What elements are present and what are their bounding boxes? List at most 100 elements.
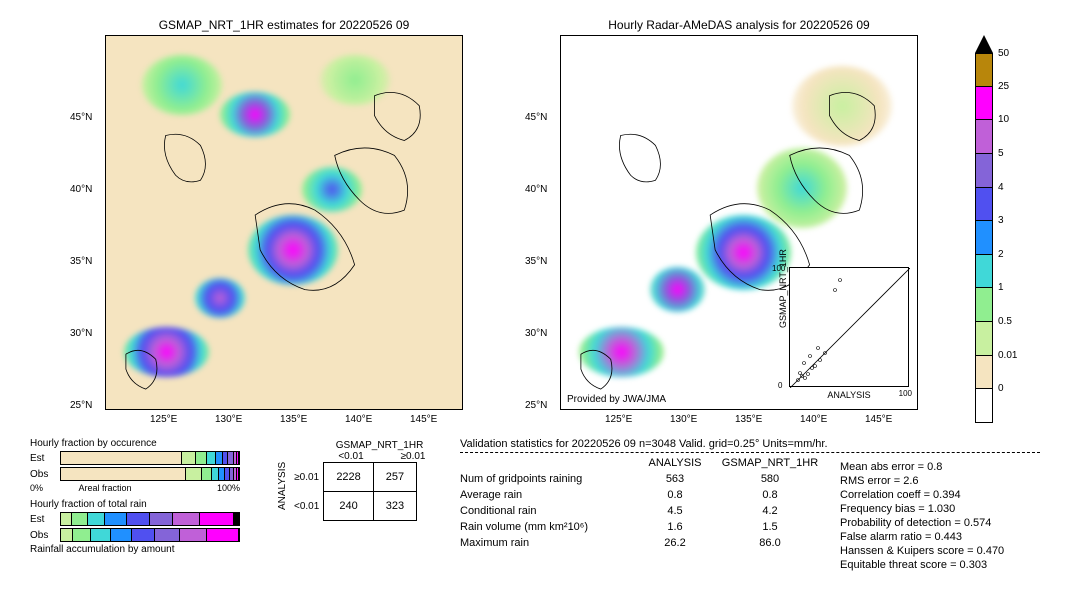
fraction-bars: Hourly fraction by occurence Est Obs 0%A… xyxy=(30,436,260,557)
colorbar-label: 10 xyxy=(998,114,1009,125)
xtick: 140°E xyxy=(800,414,827,425)
ytick: 25°N xyxy=(525,400,547,411)
bar-segment xyxy=(212,468,219,480)
stat-name: Average rain xyxy=(460,489,635,501)
map-left-bg xyxy=(106,36,462,409)
metric-row: Correlation coeff = 0.394 xyxy=(840,488,1070,502)
ct-cell: 2228 xyxy=(324,463,373,492)
bar-segment xyxy=(237,452,239,464)
colorbar-label: 1 xyxy=(998,282,1004,293)
ytick: 30°N xyxy=(70,328,92,339)
validation-title: Validation statistics for 20220526 09 n=… xyxy=(460,438,840,450)
xtick: 140°E xyxy=(345,414,372,425)
stat-row: Num of gridpoints raining563580 xyxy=(460,471,840,487)
stat-value: 4.2 xyxy=(715,505,825,517)
map-left: GSMAP_NRT_1HR estimates for 20220526 09 xyxy=(105,35,463,410)
colorbar-label: 5 xyxy=(998,148,1004,159)
bar-segment xyxy=(207,452,216,464)
bar-segment xyxy=(72,513,88,525)
colorbar-segment: 0.5 xyxy=(975,322,993,356)
bar-segment xyxy=(234,513,239,525)
colorbar-label: 2 xyxy=(998,249,1004,260)
stat-value: 563 xyxy=(635,473,715,485)
accum-title: Rainfall accumulation by amount xyxy=(30,544,260,555)
colorbar-label: 25 xyxy=(998,81,1009,92)
bar-segment xyxy=(111,529,132,541)
bar-segment xyxy=(61,468,186,480)
bar-segment xyxy=(105,513,126,525)
colorbar-label: 0 xyxy=(998,383,1004,394)
ytick: 30°N xyxy=(525,328,547,339)
bar-segment xyxy=(216,452,223,464)
ct-cell: 323 xyxy=(373,492,416,521)
colorbar-label: 4 xyxy=(998,182,1004,193)
bar-segment xyxy=(237,468,239,480)
ct-cell: 240 xyxy=(324,492,373,521)
bar-label-obs: Obs xyxy=(30,469,60,480)
colorbar-arrow-icon xyxy=(975,35,993,53)
ytick: 45°N xyxy=(525,112,547,123)
colorbar: 502510543210.50.010 xyxy=(975,35,993,423)
bar-segment xyxy=(61,452,182,464)
bar-label-obs: Obs xyxy=(30,530,60,541)
bar-segment xyxy=(88,513,106,525)
bar-segment xyxy=(127,513,150,525)
stat-value: 580 xyxy=(715,473,825,485)
stat-value: 0.8 xyxy=(715,489,825,501)
bar-label-est: Est xyxy=(30,453,60,464)
stat-value: 1.5 xyxy=(715,521,825,533)
colorbar-segment: 10 xyxy=(975,120,993,154)
metric-row: False alarm ratio = 0.443 xyxy=(840,530,1070,544)
contingency-col-header: GSMAP_NRT_1HR xyxy=(315,440,444,451)
xtick: 135°E xyxy=(735,414,762,425)
map-left-title: GSMAP_NRT_1HR estimates for 20220526 09 xyxy=(106,18,462,32)
colorbar-segment: 2 xyxy=(975,255,993,289)
stat-value: 0.8 xyxy=(635,489,715,501)
colorbar-label: 0.5 xyxy=(998,316,1012,327)
colorbar-segment: 0.01 xyxy=(975,356,993,390)
bar-segment xyxy=(207,529,239,541)
colorbar-segment: 5 xyxy=(975,154,993,188)
xtick: 125°E xyxy=(150,414,177,425)
stat-row: Conditional rain4.54.2 xyxy=(460,503,840,519)
bar-segment xyxy=(73,529,91,541)
contingency-table: GSMAP_NRT_1HR ANALYSIS <0.01≥0.01 ≥0.012… xyxy=(275,440,444,521)
xtick: 145°E xyxy=(410,414,437,425)
col-header-1: ANALYSIS xyxy=(635,457,715,469)
xtick: 145°E xyxy=(865,414,892,425)
stat-value: 4.5 xyxy=(635,505,715,517)
colorbar-segment: 1 xyxy=(975,288,993,322)
stat-row: Average rain0.80.8 xyxy=(460,487,840,503)
occurrence-xlabel: Areal fraction xyxy=(60,483,150,493)
colorbar-segment: 50 xyxy=(975,53,993,87)
bar-segment xyxy=(61,529,73,541)
colorbar-label: 50 xyxy=(998,48,1009,59)
bar-segment xyxy=(155,529,180,541)
colorbar-segment: 4 xyxy=(975,188,993,222)
xtick: 135°E xyxy=(280,414,307,425)
metric-row: Mean abs error = 0.8 xyxy=(840,460,1070,474)
occurrence-est-bar xyxy=(60,451,240,465)
colorbar-label: 3 xyxy=(998,215,1004,226)
metric-row: Hanssen & Kuipers score = 0.470 xyxy=(840,544,1070,558)
total-obs-bar xyxy=(60,528,240,542)
bar-segment xyxy=(132,529,155,541)
bar-segment xyxy=(61,513,72,525)
total-title: Hourly fraction of total rain xyxy=(30,499,260,510)
bar-segment xyxy=(173,513,200,525)
bar-segment xyxy=(91,529,111,541)
scatter-ylabel: GSMAP_NRT_1HR xyxy=(778,249,788,328)
scatter-inset: ANALYSIS GSMAP_NRT_1HR 0 100 100 xyxy=(789,267,909,387)
xtick: 130°E xyxy=(670,414,697,425)
stat-row: Maximum rain26.286.0 xyxy=(460,535,840,551)
colorbar-segment: 3 xyxy=(975,221,993,255)
contingency-row-header: ANALYSIS xyxy=(275,451,290,521)
col-header-2: GSMAP_NRT_1HR xyxy=(715,457,825,469)
stat-name: Maximum rain xyxy=(460,537,635,549)
metric-row: Equitable threat score = 0.303 xyxy=(840,558,1070,572)
stat-value: 1.6 xyxy=(635,521,715,533)
stat-name: Conditional rain xyxy=(460,505,635,517)
ytick: 35°N xyxy=(525,256,547,267)
stat-value: 26.2 xyxy=(635,537,715,549)
bar-segment xyxy=(182,452,196,464)
